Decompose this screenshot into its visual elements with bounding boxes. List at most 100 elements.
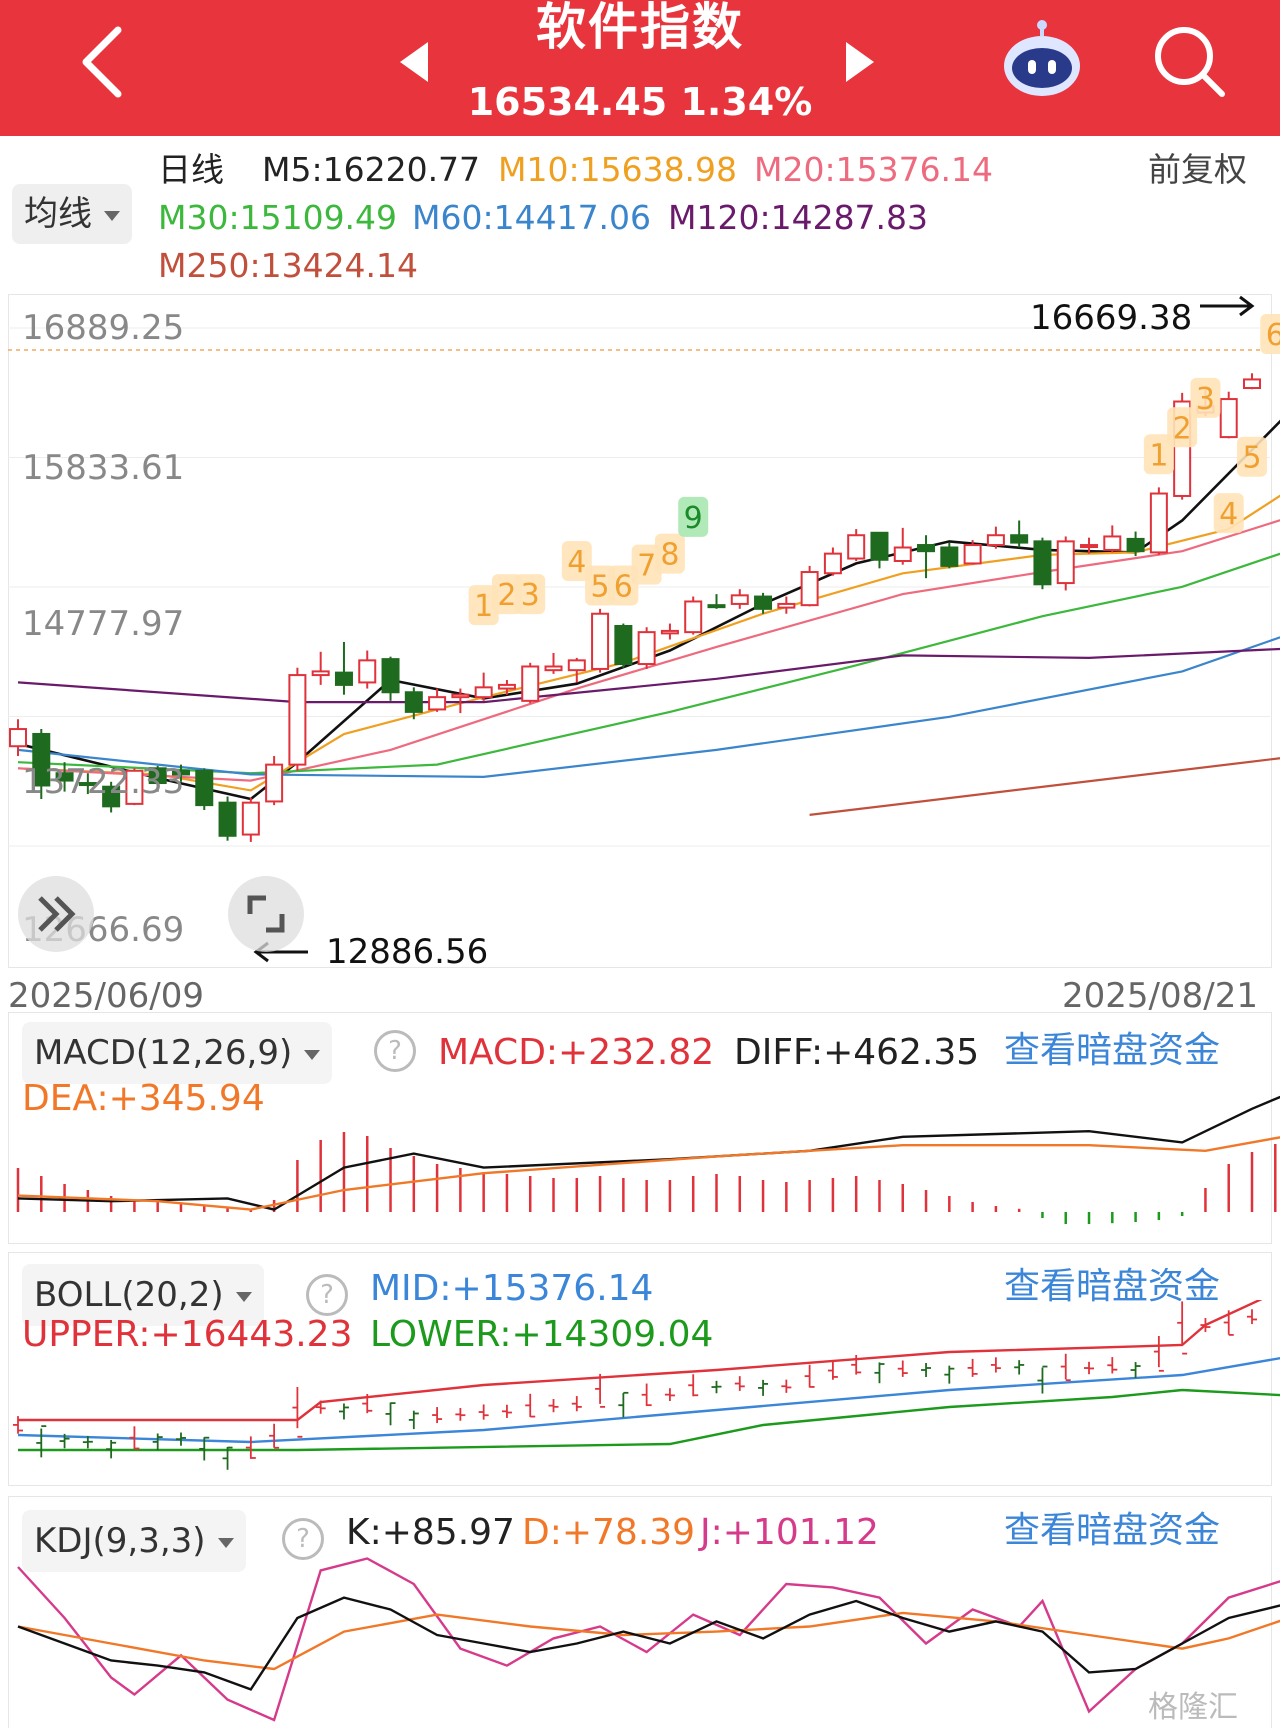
macd-select-button[interactable]: MACD(12,26,9) — [22, 1022, 333, 1084]
ma-item-m30: M30:15109.49 — [158, 198, 398, 237]
candle-up — [777, 602, 796, 609]
candle-up — [567, 659, 586, 672]
sequence-badge-bg — [1260, 314, 1280, 355]
kdj-j-line — [17, 1557, 1280, 1722]
sequence-badge-label: 2 — [1173, 411, 1192, 446]
sequence-badge-label: 3 — [521, 578, 540, 613]
candle-up — [823, 552, 842, 575]
sequence-badge-label: 5 — [1242, 441, 1261, 476]
sequence-badge-label: 6 — [1266, 318, 1280, 353]
boll-dark-pool-link[interactable]: 查看暗盘资金 — [1004, 1266, 1221, 1307]
sequence-badge: 8 — [654, 533, 685, 574]
fullscreen-icon[interactable] — [226, 874, 306, 954]
kdj-select-label: KDJ(9,3,3) — [34, 1521, 206, 1561]
candle-down — [148, 767, 167, 785]
kdj-chart — [17, 1557, 1280, 1722]
sequence-badge: 5 — [1237, 436, 1267, 477]
boll-upper-value: UPPER:+16443.23 — [22, 1314, 353, 1355]
sequence-badge: 5 — [585, 565, 616, 606]
macd-diff-line — [17, 1095, 1280, 1211]
page-title: 软件指数 — [536, 0, 744, 56]
candle-down — [404, 691, 423, 713]
indicator-select-button[interactable]: 均线 — [12, 184, 132, 244]
sequence-badge-label: 5 — [591, 570, 610, 605]
sequence-badge-bg — [631, 544, 662, 585]
kdj-k-line — [17, 1596, 1280, 1691]
kdj-dark-pool-link[interactable]: 查看暗盘资金 — [1004, 1510, 1221, 1551]
boll-mid-value: MID:+15376.14 — [370, 1268, 654, 1309]
candle-up — [1243, 378, 1261, 390]
sequence-badge-bg — [585, 565, 616, 606]
candle-down — [614, 625, 633, 666]
candle-up — [637, 631, 656, 666]
dropdown-arrow-icon — [217, 1537, 234, 1548]
macd-help-icon[interactable]: ? — [374, 1030, 416, 1072]
candle-up — [1103, 535, 1122, 551]
next-triangle-icon[interactable] — [842, 40, 876, 84]
sequence-badge-label: 1 — [1149, 438, 1168, 473]
candle-down — [218, 801, 237, 837]
ma-item-m5: M5:16220.77 — [262, 150, 481, 189]
macd-dark-pool-link[interactable]: 查看暗盘资金 — [1004, 1030, 1221, 1071]
low-price-label: 12886.56 — [326, 932, 489, 972]
sequence-badge: 1 — [1143, 434, 1174, 475]
candle-down — [334, 671, 353, 686]
ma-line-m5 — [17, 419, 1280, 801]
prev-triangle-icon[interactable] — [398, 40, 432, 84]
candle-up — [311, 670, 330, 677]
candle-up — [591, 612, 610, 670]
ma-line-m60 — [17, 636, 1280, 779]
ma-item-m10: M10:15638.98 — [498, 150, 738, 189]
kdj-d-value: D:+78.39 — [522, 1512, 696, 1553]
dea-value: DEA:+345.94 — [22, 1078, 265, 1119]
sequence-badge-bg — [1213, 493, 1244, 534]
candle-down — [870, 531, 889, 561]
sequence-badge-bg — [561, 540, 592, 581]
candle-up — [358, 659, 377, 684]
sequence-badge-bg — [468, 585, 499, 626]
end-date-label: 2025/08/21 — [1062, 976, 1258, 1016]
candle-up — [986, 534, 1005, 547]
kline-chart[interactable]: 1234567891234567 — [0, 294, 1280, 966]
kdj-help-icon[interactable]: ? — [282, 1518, 324, 1560]
y-tick-2: 14777.97 — [22, 604, 185, 644]
candle-up — [428, 696, 447, 711]
dropdown-arrow-icon — [304, 1049, 321, 1060]
high-price-label: 16669.38 — [1030, 298, 1193, 338]
macd-panel — [8, 1012, 1272, 1244]
candle-up — [544, 665, 563, 672]
watermark-text: 格隆汇 — [1148, 1690, 1238, 1725]
candle-down — [707, 604, 726, 609]
boll-select-button[interactable]: BOLL(20,2) — [22, 1264, 264, 1326]
header-bar: 软件指数 16534.45 1.34% — [0, 0, 1280, 136]
sequence-badge: 6 — [1260, 314, 1280, 355]
candle-up — [1219, 398, 1238, 439]
candle-up — [288, 674, 307, 766]
candle-up — [847, 534, 866, 560]
y-tick-3: 13722.33 — [22, 762, 185, 802]
sequence-badge-bg — [515, 574, 546, 615]
back-icon[interactable] — [70, 22, 140, 102]
boll-select-label: BOLL(20,2) — [34, 1275, 224, 1315]
sequence-badge-bg — [678, 496, 709, 537]
start-date-label: 2025/06/09 — [8, 976, 204, 1016]
kdj-select-button[interactable]: KDJ(9,3,3) — [22, 1510, 246, 1572]
kline-chart-panel[interactable] — [8, 294, 1272, 968]
sequence-badge: 9 — [678, 496, 709, 537]
expand-sidebar-icon[interactable] — [16, 874, 96, 954]
adjust-mode-label[interactable]: 前复权 — [1148, 150, 1247, 189]
candle-up — [1149, 492, 1168, 554]
macd-select-label: MACD(12,26,9) — [34, 1033, 293, 1073]
candle-up — [521, 665, 540, 702]
sequence-badge: 2 — [1167, 407, 1198, 448]
boll-help-icon[interactable]: ? — [306, 1274, 348, 1316]
dropdown-arrow-icon — [104, 210, 120, 221]
price-quote: 16534.45 1.34% — [0, 80, 1280, 124]
search-icon[interactable] — [1150, 22, 1230, 102]
ma-item-m60: M60:14417.06 — [412, 198, 652, 237]
ma-item-m20: M20:15376.14 — [754, 150, 994, 189]
robot-assistant-icon[interactable] — [1000, 20, 1084, 100]
candle-up — [241, 801, 260, 836]
change-percent: 1.34% — [680, 80, 813, 124]
sequence-badge-bg — [608, 565, 639, 606]
